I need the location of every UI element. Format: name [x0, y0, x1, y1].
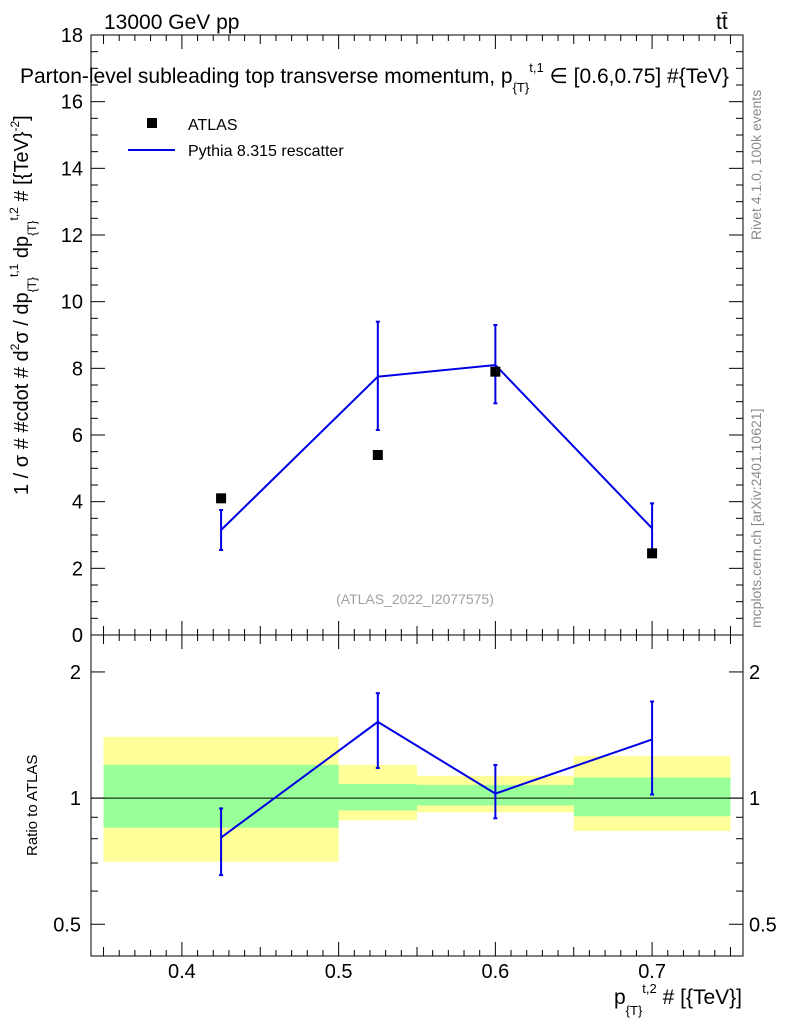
ratio-y-tick-label-left: 1	[70, 788, 81, 810]
x-tick-label: 0.6	[481, 961, 509, 983]
atlas-data-point	[490, 366, 501, 377]
atlas-data-point	[647, 548, 658, 559]
process-label: tt̄	[716, 11, 728, 34]
x-axis-label: p{T}t,2 # [{TeV}]	[614, 981, 742, 1018]
main-y-tick-label: 12	[61, 225, 83, 247]
mcplots-label: mcplots.cern.ch [arXiv:2401.10621]	[748, 409, 764, 628]
axis-ticks	[91, 34, 743, 956]
atlas-data-point	[216, 493, 227, 504]
ratio-y-tick-label-right: 0.5	[749, 914, 777, 936]
main-y-tick-label: 16	[61, 92, 83, 114]
x-tick-label: 0.5	[325, 961, 353, 983]
ratio-y-tick-label-right: 1	[749, 788, 760, 810]
main-y-axis-label: 1 / σ # #cdot # d2σ / dp{T}t,1 dp{T}t,2 …	[7, 115, 39, 495]
ratio-y-axis-label: Ratio to ATLAS	[24, 755, 41, 856]
main-y-tick-label: 2	[72, 558, 83, 580]
main-y-tick-labels: 0 2 4 6 8 10 12 14 16 18	[61, 25, 83, 647]
main-y-tick-label: 18	[61, 25, 83, 47]
x-tick-label: 0.7	[638, 961, 666, 983]
ratio-y-tick-labels: 0.5 0.5 1 1 2 2	[53, 662, 777, 936]
pythia-series-main	[219, 320, 655, 553]
legend: ATLAS Pythia 8.315 rescatter	[128, 117, 344, 160]
ratio-y-tick-label-left: 0.5	[53, 914, 81, 936]
pythia-ratio-line	[220, 720, 653, 839]
pythia-main-line	[220, 363, 653, 531]
legend-pythia-label: Pythia 8.315 rescatter	[188, 143, 344, 160]
x-tick-labels: 0.4 0.5 0.6 0.7	[168, 961, 666, 983]
ratio-y-tick-label-left: 2	[70, 662, 81, 684]
atlas-series-main	[216, 366, 658, 559]
main-y-tick-label: 0	[72, 625, 83, 647]
plot-title: Parton-level subleading top transverse m…	[20, 60, 729, 95]
legend-atlas-marker	[147, 118, 157, 128]
x-tick-label: 0.4	[168, 961, 196, 983]
band-inner-bin	[338, 784, 417, 811]
main-y-tick-label: 4	[72, 492, 83, 514]
pythia-series-ratio	[219, 692, 655, 877]
main-y-tick-label: 6	[72, 425, 83, 447]
rivet-label: Rivet 4.1.0, 100k events	[748, 90, 764, 240]
atlas-data-point	[372, 450, 383, 460]
analysis-id: (ATLAS_2022_I2077575)	[336, 591, 494, 607]
main-y-tick-label: 10	[61, 292, 83, 314]
ratio-y-tick-label-right: 2	[749, 662, 760, 684]
energy-label: 13000 GeV pp	[104, 11, 239, 34]
legend-atlas-label: ATLAS	[188, 117, 238, 134]
main-y-tick-label: 8	[72, 358, 83, 380]
main-y-tick-label: 14	[61, 158, 83, 180]
